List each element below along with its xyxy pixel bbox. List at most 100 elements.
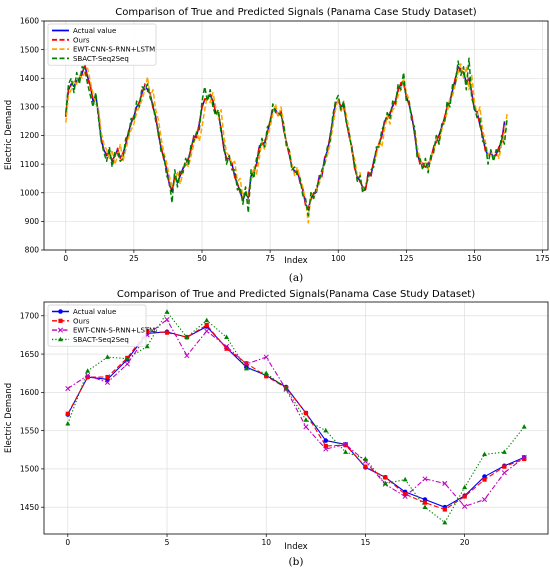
chart-b-ticks: 0 5 10 15 20 1450 1500 1550 1600 1650 1700 <box>20 311 470 547</box>
chart-b-series-ours-point <box>462 494 467 499</box>
chart-b-series-sbact-point <box>124 355 130 361</box>
chart-b-series-sbact-point <box>204 317 210 323</box>
chart-a-legend-box <box>47 23 157 66</box>
chart-b-series-ours-point <box>403 492 408 497</box>
chart-a-xtick-label: 25 <box>129 254 139 263</box>
chart-b-legend-label-ewt_b: EWT-CNN-S-RNN+LSTM <box>73 327 155 335</box>
chart-a-legend-label-actual: Actual value <box>73 27 116 35</box>
chart-b-series-sbact-point <box>501 449 507 454</box>
chart-a-ylabel: Electric Demand <box>4 100 14 170</box>
chart-a-title: Comparison of True and Predicted Signals… <box>115 7 476 18</box>
chart-a-legend-label-sbact: SBACT-Seq2Seq <box>73 55 129 63</box>
chart-a-ytick-label: 1000 <box>20 188 39 197</box>
chart-a-xtick-label: 125 <box>399 254 414 263</box>
chart-b-series-ewt_b-point <box>65 385 71 392</box>
chart-b-legend-marker-ewt_b <box>57 327 64 333</box>
chart-b-series-sbact-point <box>164 309 170 314</box>
chart-b-series-ours-point <box>363 464 368 469</box>
chart-b-series-ewt_b-point <box>184 353 190 359</box>
chart-b-series-ours-point <box>502 464 507 469</box>
chart-a-ytick-label: 800 <box>25 246 40 255</box>
chart-b-series-sbact-point <box>144 343 150 349</box>
chart-b-series-sbact-point <box>323 427 329 433</box>
chart-b-legend-box <box>47 304 147 347</box>
chart-b-series-ours-point <box>522 456 527 462</box>
chart-b-series-ewt_b-point <box>223 343 230 349</box>
chart-b-series-ours-point <box>442 507 447 512</box>
chart-b-series-ours-point <box>105 374 110 380</box>
chart-b-series-actual-point <box>323 438 329 443</box>
chart-b-ytick-label: 1450 <box>20 503 39 512</box>
chart-b-series-ewt_b-point <box>104 379 111 385</box>
chart-b-series-ewt_b-point <box>481 496 488 503</box>
chart-b-legend-marker-ours <box>58 318 63 323</box>
chart-b-series-ours-point <box>422 500 428 505</box>
chart-b-ylabel: Electric Demand <box>4 383 14 453</box>
chart-b-series-sbact-point <box>402 476 408 482</box>
chart-b-series-sbact-point <box>362 456 368 461</box>
chart-b-series-ewt_b-point <box>422 476 428 482</box>
chart-b-series-sbact-point <box>283 385 289 391</box>
chart-b-series-sbact-point <box>521 424 527 429</box>
chart-a-ytick-label: 1300 <box>20 103 39 112</box>
chart-a-xtick-label: 100 <box>331 254 346 263</box>
chart-b-series-sbact-point <box>303 417 309 422</box>
chart-b-series-ours-point <box>65 411 70 416</box>
chart-a-xlabel: Index <box>284 256 307 266</box>
chart-b-series-sbact-point <box>65 421 71 426</box>
chart-a-legend-label-ewt: EWT-CNN-S-RNN+LSTM <box>73 46 155 54</box>
chart-b-legend-label-ours: Ours <box>73 317 90 325</box>
chart-b-series-sbact-line <box>67 311 525 524</box>
chart-b-series <box>65 309 527 525</box>
chart-b-series-ewt_b-point <box>323 446 329 452</box>
chart-a-xtick-label: 50 <box>197 254 207 263</box>
chart-a-ticks: 0 25 50 75 100 125 150 175 800 900 1000 1100 1200 130… <box>20 17 550 263</box>
chart-b-series-ewt_b-point <box>402 493 408 500</box>
chart-b-legend-label-sbact: SBACT-Seq2Seq <box>73 336 129 344</box>
chart-b-series-ewt_b-point <box>442 480 448 487</box>
chart-panel-a: Comparison of True and Predicted Signals… <box>4 7 550 284</box>
chart-b-series-ewt_b-point <box>501 470 507 476</box>
chart-b-series-ewt_b-point <box>303 424 309 430</box>
chart-a-xtick-label: 175 <box>535 254 550 263</box>
chart-b-xtick-label: 20 <box>460 538 470 547</box>
chart-b-ytick-label: 1500 <box>20 465 39 474</box>
chart-b-series-ours-point <box>482 477 487 482</box>
chart-b-series-sbact-point <box>243 365 249 371</box>
chart-a-legend-label-ours: Ours <box>73 36 90 44</box>
chart-a-ytick-label: 1500 <box>20 45 39 54</box>
chart-b-series-sbact-point <box>104 354 110 359</box>
chart-b-series-sbact-point <box>462 484 468 490</box>
chart-a-ytick-label: 1100 <box>20 160 39 169</box>
chart-b-series-ours-point <box>303 410 309 416</box>
chart-a-frame <box>43 20 549 251</box>
chart-a-series <box>65 57 508 224</box>
chart-b-series-ours-point <box>204 322 209 328</box>
chart-b-series-sbact-point <box>382 480 388 486</box>
chart-a-xtick-label: 0 <box>63 254 68 263</box>
chart-a-ytick-label: 900 <box>25 217 40 226</box>
chart-b-legend-label-actual: Actual value <box>73 308 116 316</box>
chart-a-xtick-label: 75 <box>265 254 275 263</box>
chart-b-xlabel: Index <box>284 542 307 552</box>
chart-b-xtick-label: 10 <box>261 538 271 547</box>
chart-b-series-ours-point <box>224 346 229 351</box>
chart-b-series-sbact-point <box>263 370 269 376</box>
chart-b-series-ours-point <box>145 328 150 334</box>
chart-a-ytick-label: 1600 <box>20 17 39 26</box>
chart-b-xtick-label: 0 <box>65 538 70 547</box>
chart-b-title: Comparison of True and Predicted Signals… <box>117 289 475 300</box>
chart-b-frame <box>43 301 549 535</box>
chart-b-legend-marker-actual <box>58 309 63 314</box>
chart-a-series-sbact-line <box>65 57 508 217</box>
chart-b-series-ours-point <box>85 374 90 380</box>
chart-a-panel-label: (a) <box>289 272 303 284</box>
chart-b-series-sbact-point <box>482 451 488 457</box>
chart-a-xtick-label: 150 <box>467 254 482 263</box>
chart-a-ytick-label: 1200 <box>20 131 39 140</box>
chart-b-series-ours-point <box>343 443 348 448</box>
chart-b-series-sbact-point <box>184 334 190 340</box>
chart-b-series-ours-point <box>264 374 269 379</box>
